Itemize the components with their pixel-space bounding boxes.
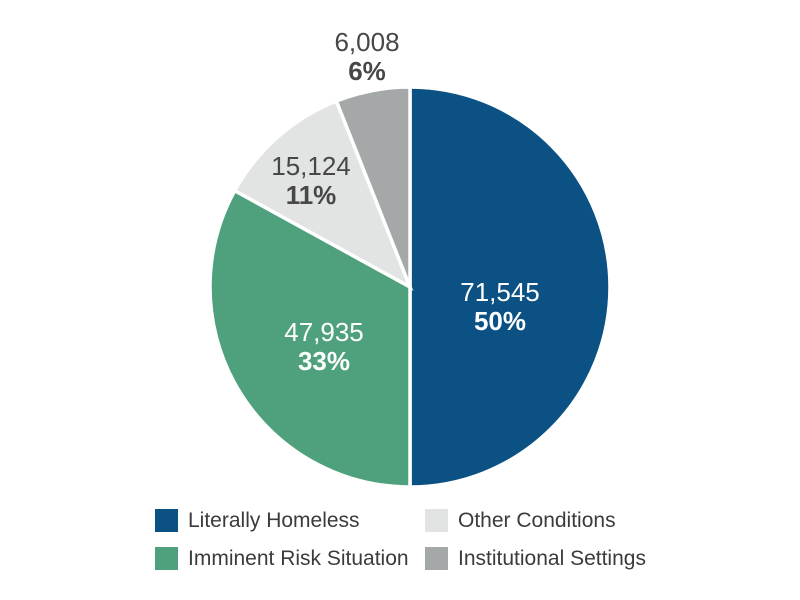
legend-swatch [425, 547, 448, 570]
legend-swatch [425, 509, 448, 532]
pie-slice-imminent-risk-situation [208, 188, 412, 489]
pie-slice-other-conditions [232, 98, 414, 291]
pie-slice-literally-homeless [408, 85, 612, 489]
legend-item-imminent-risk-situation: Imminent Risk Situation [155, 547, 409, 570]
legend-label: Other Conditions [458, 508, 616, 532]
legend-label: Imminent Risk Situation [188, 546, 409, 570]
legend-label: Literally Homeless [188, 508, 360, 532]
legend-label: Institutional Settings [458, 546, 646, 570]
legend-item-institutional-settings: Institutional Settings [425, 547, 646, 570]
pie-slice-institutional-settings [334, 85, 412, 288]
legend-swatch [155, 509, 178, 532]
legend-item-literally-homeless: Literally Homeless [155, 509, 360, 532]
legend-swatch [155, 547, 178, 570]
legend-item-other-conditions: Other Conditions [425, 509, 616, 532]
